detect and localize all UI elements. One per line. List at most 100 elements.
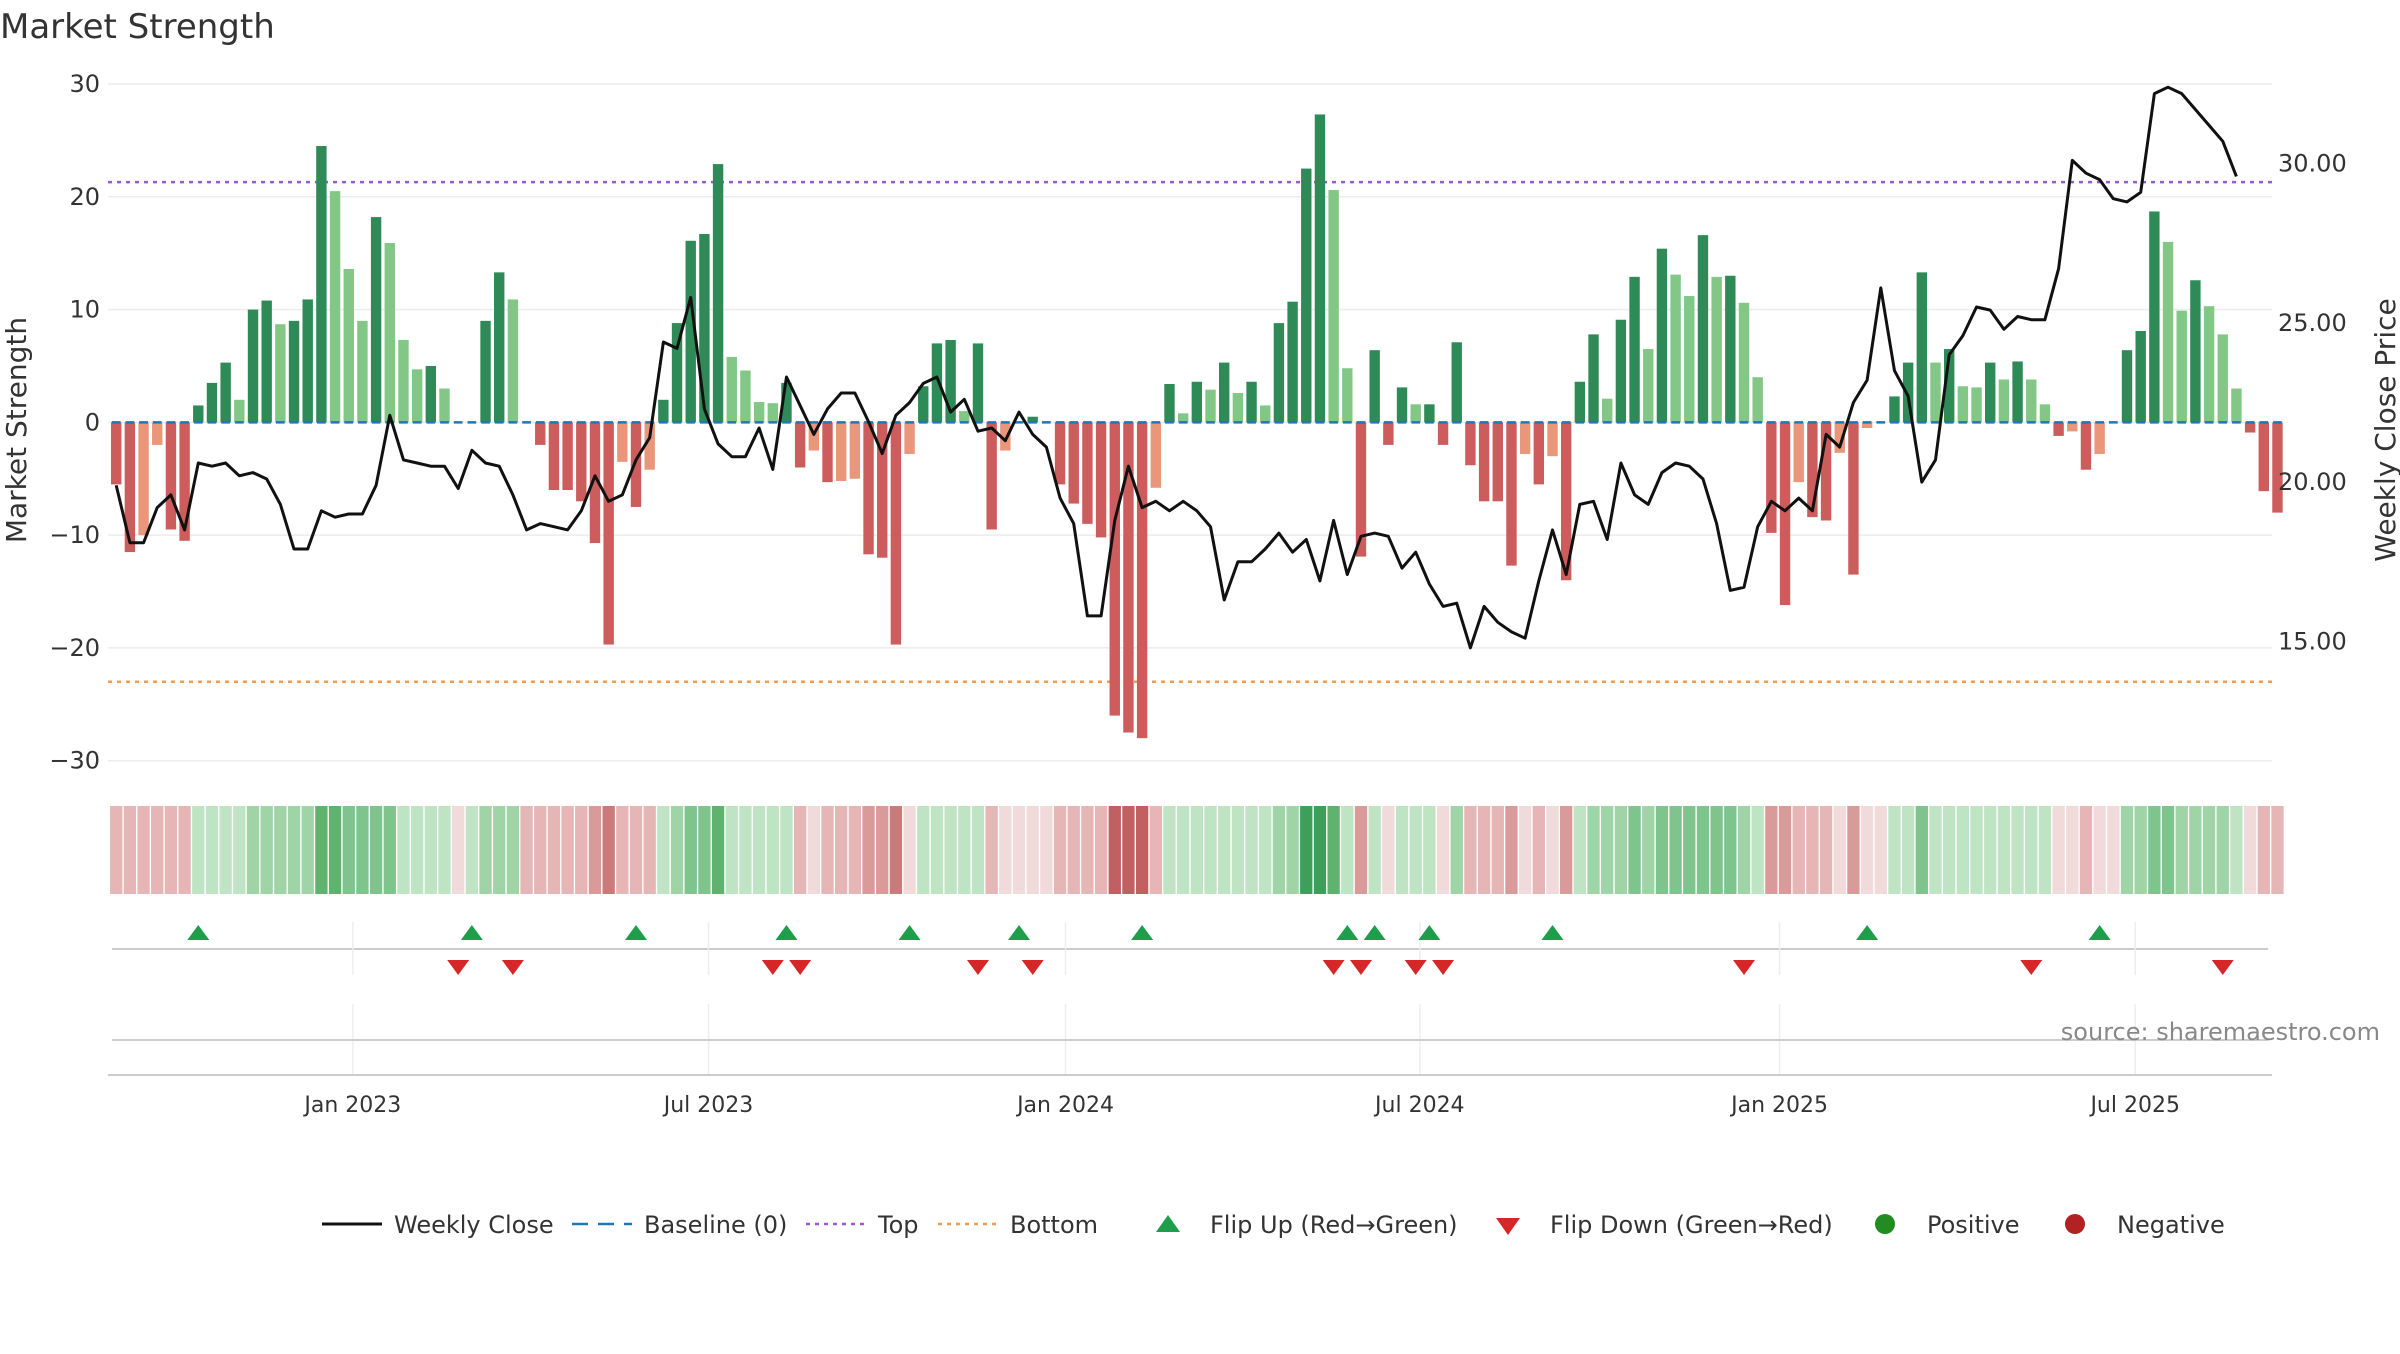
regime-cell [1436,806,1450,894]
regime-cell [2271,806,2284,894]
regime-cell [1272,806,1286,894]
regime-cell [1026,806,1039,894]
strength-bar [2217,334,2228,423]
regime-cell [1806,806,1819,894]
regime-cell [1587,806,1600,894]
regime-cell [739,806,752,894]
regime-cell [1860,806,1874,894]
strength-bar [1260,405,1271,423]
regime-cell [835,806,848,894]
strength-bar [193,405,204,423]
strength-bar [302,299,313,423]
strength-bar [1000,422,1011,451]
flip-down-marker [447,960,470,975]
legend-label: Bottom [1010,1211,1098,1239]
strength-bar [2162,241,2174,423]
strength-bar [726,356,737,423]
x-tick-label: Jan 2024 [1015,1093,1114,1118]
regime-cell [1628,806,1641,894]
regime-cell [1710,806,1723,894]
flip-up-marker [1541,925,1564,940]
strength-bar [1916,272,1928,423]
strength-bar [535,422,546,445]
strength-bar [2012,361,2023,423]
regime-cell [2052,806,2065,894]
regime-cell [588,806,602,894]
legend-item: Weekly Close [322,1211,554,1239]
legend-item: Baseline (0) [572,1211,787,1239]
regime-cell [944,806,957,894]
x-tick-label: Jul 2024 [1373,1093,1465,1118]
regime-cell [1286,806,1299,894]
strength-bar [1902,362,1914,423]
strength-bar [179,422,190,541]
strength-bar [589,422,601,544]
regime-cell [1874,806,1887,894]
x-tick-label: Jan 2025 [1729,1093,1828,1118]
strength-bar [1232,393,1244,423]
legend-label: Baseline (0) [644,1211,787,1239]
regime-cell [1012,806,1026,894]
weekly-close-line [114,85,2238,650]
strength-bar [808,422,820,451]
regime-cell [629,806,643,894]
strength-bar [658,399,669,423]
regime-cell [287,806,301,894]
strength-bar [1725,275,1736,423]
strength-bar [1287,301,1298,423]
legend: Weekly Close Baseline (0) Top Bottom Flip Up… [322,1211,2225,1239]
regime-cell [2189,806,2202,894]
x-axis: Jan 2023 Jul 2023 Jan 2024 Jul 2024 Jan 2025… [108,1004,2272,1118]
strength-bar [562,422,573,491]
y-tick-label: 10 [69,296,100,324]
strength-bar [234,399,245,423]
strength-bar [1218,362,1230,423]
regime-cell [2066,806,2079,894]
strength-bar [425,365,437,423]
legend-item: Top [806,1211,919,1239]
regime-cell [315,806,328,894]
strength-bar [1766,422,1777,533]
regime-cell [917,806,930,894]
regime-cell [1163,806,1176,894]
flip-up-marker [898,925,921,940]
strength-bar [2203,306,2215,423]
strength-bar [1779,422,1791,606]
regime-cell [520,806,533,894]
strength-bar [1820,422,1832,521]
regime-cell [342,806,355,894]
strength-bar [1095,422,1107,538]
strength-bar [1109,422,1120,716]
strength-bar [1711,276,1722,423]
regime-cell [876,806,889,894]
strength-bar [384,243,395,423]
strength-bar [2053,422,2064,436]
strength-bar [165,422,177,530]
regime-cell [1614,806,1628,894]
strength-bar [1848,422,1859,575]
legend-label: Weekly Close [394,1211,554,1239]
strength-bar [1943,349,1955,423]
strength-bar [1574,381,1586,423]
regime-cell [1560,806,1573,894]
strength-bar [2026,379,2037,423]
regime-cell [2216,806,2229,894]
regime-cell [1888,806,1901,894]
legend-item: Negative [2065,1211,2225,1239]
regime-cell [2175,806,2188,894]
flip-down-marker [501,960,524,975]
regime-cell [2011,806,2024,894]
flip-up-marker [1131,925,1154,940]
regime-cell [397,806,410,894]
strength-bar [767,403,778,423]
strength-bar [918,386,929,423]
regime-cell [1546,806,1559,894]
threshold-lines [108,180,2272,684]
strength-bar [247,309,259,423]
regime-cell [547,806,561,894]
strength-bar [329,191,341,423]
strength-bar [220,362,231,423]
regime-cell [561,806,574,894]
strength-bar [152,422,163,445]
regime-cell [1669,806,1682,894]
